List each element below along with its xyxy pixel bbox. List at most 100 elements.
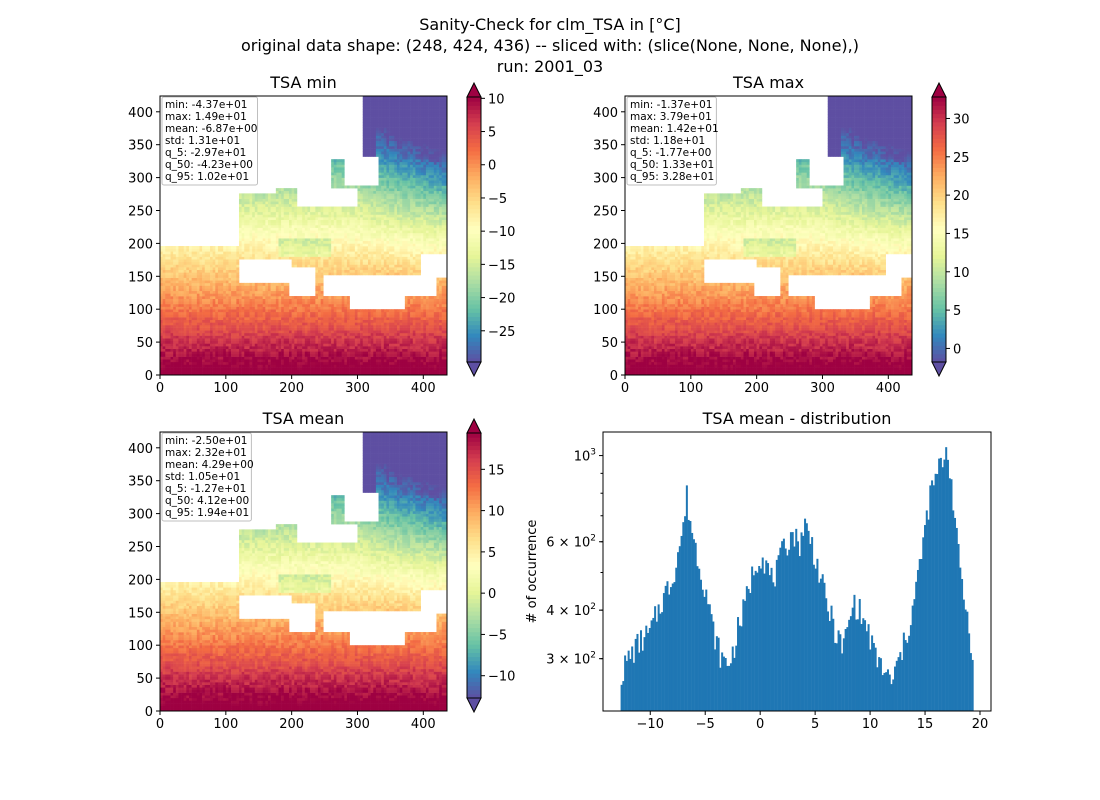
heatmap-0-cell — [281, 361, 285, 365]
heatmap-0-cell — [249, 306, 253, 310]
heatmap-0-cell — [233, 303, 237, 307]
heatmap-0-cell — [431, 367, 435, 371]
heatmap-0-cell — [439, 301, 443, 305]
heatmap-0-cell — [199, 303, 203, 307]
heatmap-0-cell — [312, 235, 316, 239]
heatmap-0-cell — [431, 311, 435, 315]
heatmap-0-cell — [257, 322, 261, 326]
heatmap-0-cell — [412, 267, 416, 271]
heatmap-0-cell — [302, 348, 306, 352]
heatmap-0-cell — [217, 348, 221, 352]
heatmap-0-cell — [315, 309, 319, 313]
heatmap-0-cell — [181, 348, 184, 352]
heatmap-0-cell — [396, 272, 400, 276]
heatmap-0-cell — [194, 351, 198, 355]
heatmap-0-cell — [399, 232, 403, 236]
heatmap-0-cell — [244, 314, 248, 318]
heatmap-0-cell — [331, 319, 335, 323]
heatmap-0-cell — [315, 290, 319, 294]
heatmap-0-cell — [220, 259, 224, 263]
heatmap-0-cell — [173, 322, 177, 326]
heatmap-0-cell — [389, 238, 393, 242]
heatmap-0-cell — [344, 369, 348, 373]
heatmap-0-cell — [362, 240, 366, 244]
heatmap-0-cell — [352, 314, 356, 318]
heatmap-0-cell — [354, 309, 358, 313]
heatmap-0-cell — [275, 319, 279, 323]
heatmap-0-cell — [399, 356, 403, 360]
heatmap-0-cell — [360, 248, 364, 252]
heatmap-0-cell — [323, 311, 327, 315]
heatmap-0-cell — [217, 261, 221, 265]
heatmap-0-cell — [375, 346, 379, 349]
heatmap-0-cell — [328, 238, 332, 242]
heatmap-0-cell — [428, 332, 432, 336]
heatmap-0-cell — [183, 264, 187, 268]
heatmap-0-cell — [265, 353, 269, 357]
heatmap-0-cell — [244, 317, 248, 321]
heatmap-0-cell — [196, 319, 200, 323]
heatmap-0-cell — [407, 369, 411, 373]
heatmap-0-cell — [273, 330, 277, 334]
heatmap-0-cell — [407, 335, 411, 339]
heatmap-0-cell — [339, 253, 342, 257]
heatmap-0-cell — [439, 324, 443, 328]
heatmap-0-cell — [175, 303, 179, 307]
heatmap-0-cell — [294, 238, 298, 242]
heatmap-0-cell — [415, 246, 419, 249]
heatmap-0-cell — [339, 306, 342, 310]
heatmap-0-cell — [333, 306, 337, 310]
heatmap-0-cell — [383, 256, 387, 260]
heatmap-0-cell — [331, 253, 335, 257]
heatmap-0-cell — [225, 285, 229, 289]
heatmap-0-cell — [278, 356, 282, 360]
heatmap-0-cell — [260, 238, 263, 242]
heatmap-0-cell — [181, 296, 184, 299]
heatmap-0-cell — [352, 327, 356, 331]
heatmap-0-cell — [402, 314, 406, 318]
heatmap-0-cell — [373, 267, 377, 271]
heatmap-0-cell — [391, 267, 395, 271]
heatmap-0-cell — [410, 322, 414, 326]
heatmap-0-cell — [328, 235, 332, 239]
heatmap-0-cell — [399, 353, 403, 357]
heatmap-0-cell — [404, 343, 408, 347]
heatmap-0-cell — [325, 306, 329, 310]
heatmap-0-cell — [236, 251, 240, 255]
heatmap-0-cell — [365, 361, 369, 365]
heatmap-0-cell — [202, 364, 206, 368]
heatmap-0-cell — [423, 348, 427, 352]
heatmap-0-cell — [368, 261, 371, 265]
heatmap-0-cell — [341, 309, 345, 313]
heatmap-0-cell — [436, 298, 440, 302]
heatmap-0-cell — [260, 364, 263, 368]
heatmap-0-cell — [433, 332, 437, 336]
heatmap-0-cell — [394, 272, 398, 276]
heatmap-0-cell — [370, 243, 374, 247]
heatmap-0-cell — [436, 369, 440, 373]
heatmap-0-cell — [402, 324, 406, 328]
heatmap-0-cell — [183, 311, 187, 315]
heatmap-0-cell — [299, 240, 303, 244]
heatmap-0-cell — [336, 338, 340, 342]
heatmap-0-cell — [252, 306, 256, 310]
heatmap-0-cell — [370, 338, 374, 342]
heatmap-0-cell — [281, 353, 285, 357]
heatmap-0-cell — [217, 330, 221, 334]
heatmap-0-cell — [402, 235, 406, 239]
heatmap-0-cell — [383, 235, 387, 239]
heatmap-0-cell — [302, 251, 306, 255]
heatmap-0-cell — [323, 346, 327, 349]
heatmap-0-cell — [199, 251, 203, 255]
heatmap-0-cell — [354, 367, 358, 371]
heatmap-0-cell — [210, 361, 213, 365]
heatmap-0-cell — [167, 327, 171, 331]
heatmap-0-cell — [223, 372, 227, 375]
heatmap-0-cell — [373, 324, 377, 328]
heatmap-0-cell — [162, 327, 166, 331]
heatmap-0-cell — [236, 293, 240, 297]
heatmap-0-cell — [304, 264, 308, 268]
heatmap-0-cell — [294, 264, 298, 268]
heatmap-0-cell — [331, 317, 335, 321]
heatmap-0-cell — [336, 356, 340, 360]
